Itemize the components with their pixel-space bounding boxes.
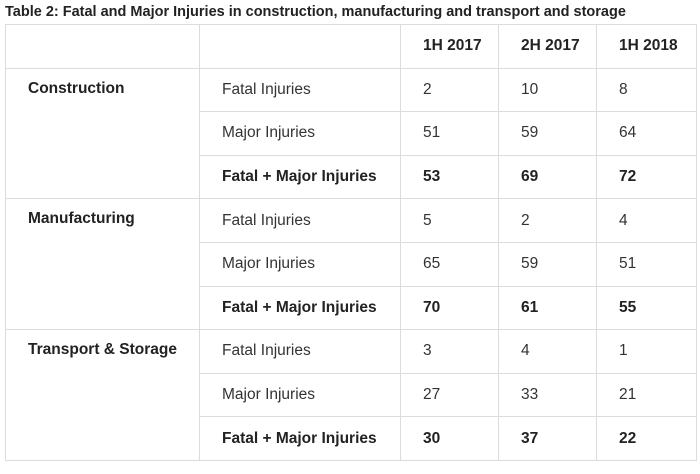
row-label: Fatal Injuries bbox=[199, 67, 401, 113]
value-cell: 2 bbox=[498, 198, 597, 243]
total-row: Fatal + Major Injuries 53 69 72 bbox=[6, 154, 697, 200]
row-label: Fatal Injuries bbox=[199, 198, 401, 243]
row-label: Major Injuries bbox=[199, 372, 401, 418]
header-cell-measure bbox=[199, 24, 401, 69]
table-row: Major Injuries 27 33 21 bbox=[6, 372, 697, 418]
value-cell: 53 bbox=[400, 154, 499, 200]
value-cell: 65 bbox=[400, 241, 499, 287]
value-cell: 4 bbox=[498, 329, 597, 374]
table-row: Transport & Storage Fatal Injuries 3 4 1 bbox=[5, 329, 697, 461]
row-label: Fatal + Major Injuries bbox=[199, 154, 401, 200]
value-cell: 55 bbox=[596, 285, 697, 331]
row-label: Major Injuries bbox=[199, 241, 401, 287]
row-label: Major Injuries bbox=[199, 111, 401, 156]
value-cell: 59 bbox=[498, 241, 597, 287]
category-cell: Transport & Storage bbox=[5, 329, 200, 461]
header-cell-1h-2017: 1H 2017 bbox=[400, 24, 499, 69]
header-cell-1h-2018: 1H 2018 bbox=[596, 24, 697, 69]
value-cell: 3 bbox=[400, 329, 499, 374]
table-caption: Table 2: Fatal and Major Injuries in con… bbox=[5, 4, 626, 20]
table-row: Major Injuries 65 59 51 bbox=[6, 241, 697, 287]
value-cell: 22 bbox=[596, 416, 697, 461]
value-cell: 61 bbox=[498, 285, 597, 331]
value-cell: 1 bbox=[596, 329, 697, 374]
header-cell-2h-2017: 2H 2017 bbox=[498, 24, 597, 69]
row-label: Fatal + Major Injuries bbox=[199, 285, 401, 331]
value-cell: 10 bbox=[498, 67, 597, 113]
total-row: Fatal + Major Injuries 70 61 55 bbox=[6, 285, 697, 331]
value-cell: 59 bbox=[498, 111, 597, 156]
category-cell: Manufacturing bbox=[5, 198, 200, 331]
header-cell-category bbox=[5, 24, 200, 69]
value-cell: 33 bbox=[498, 372, 597, 418]
value-cell: 51 bbox=[400, 111, 499, 156]
injuries-table: 1H 2017 2H 2017 1H 2018 Construction Fat… bbox=[5, 24, 697, 461]
value-cell: 51 bbox=[596, 241, 697, 287]
header-row: 1H 2017 2H 2017 1H 2018 bbox=[5, 24, 697, 69]
value-cell: 64 bbox=[596, 111, 697, 156]
total-row: Fatal + Major Injuries 30 37 22 bbox=[6, 416, 697, 461]
row-label: Fatal Injuries bbox=[199, 329, 401, 374]
value-cell: 72 bbox=[596, 154, 697, 200]
category-cell: Construction bbox=[5, 67, 200, 200]
value-cell: 70 bbox=[400, 285, 499, 331]
value-cell: 27 bbox=[400, 372, 499, 418]
table-row: Manufacturing Fatal Injuries 5 2 4 bbox=[5, 198, 697, 331]
value-cell: 8 bbox=[596, 67, 697, 113]
value-cell: 69 bbox=[498, 154, 597, 200]
table-row: Major Injuries 51 59 64 bbox=[6, 111, 697, 156]
table-row: Construction Fatal Injuries 2 10 8 bbox=[5, 67, 697, 200]
row-label: Fatal + Major Injuries bbox=[199, 416, 401, 461]
value-cell: 37 bbox=[498, 416, 597, 461]
value-cell: 30 bbox=[400, 416, 499, 461]
value-cell: 2 bbox=[400, 67, 499, 113]
value-cell: 21 bbox=[596, 372, 697, 418]
value-cell: 4 bbox=[596, 198, 697, 243]
value-cell: 5 bbox=[400, 198, 499, 243]
